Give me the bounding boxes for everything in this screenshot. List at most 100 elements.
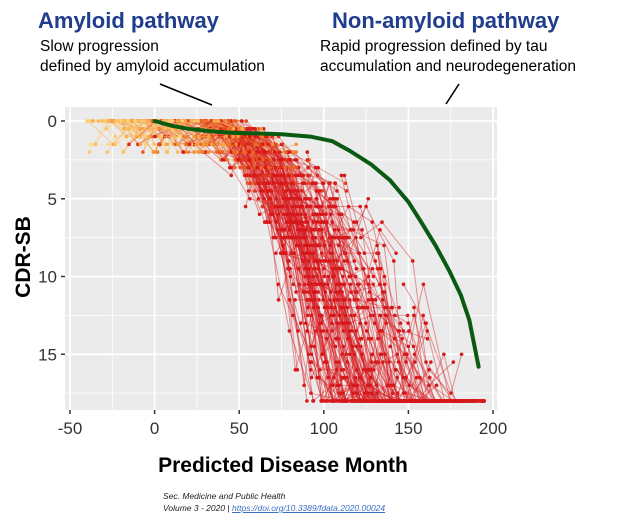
doi-link[interactable]: https://doi.org/10.3389/fdata.2020.00024 xyxy=(232,503,386,513)
trajectory-point xyxy=(287,212,291,217)
trajectory-point xyxy=(322,305,327,310)
trajectory-point xyxy=(304,251,308,255)
trajectory-point xyxy=(339,305,344,310)
trajectory-point xyxy=(372,368,376,372)
trajectory-point xyxy=(317,298,321,302)
trajectory-point xyxy=(336,282,341,287)
trajectory-point xyxy=(476,399,481,403)
trajectory-point xyxy=(324,259,328,263)
trajectory-point xyxy=(294,290,298,294)
trajectory-point xyxy=(380,220,384,224)
trajectory-point xyxy=(378,266,383,271)
trajectory-point xyxy=(151,150,156,154)
trajectory-point xyxy=(335,189,339,193)
trajectory-point xyxy=(326,274,331,279)
trajectory-point xyxy=(320,181,325,185)
trajectory-point xyxy=(316,165,320,170)
trajectory-line xyxy=(278,166,346,216)
trajectory-point xyxy=(113,142,118,147)
trajectory-point xyxy=(287,329,292,333)
trajectory-point xyxy=(455,399,459,403)
trajectory-point xyxy=(297,196,302,201)
y-tick-label: 10 xyxy=(38,268,57,287)
trajectory-point xyxy=(375,243,379,248)
trajectory-point xyxy=(332,228,337,232)
trajectory-point xyxy=(326,282,330,287)
trajectory-point xyxy=(295,189,300,193)
trajectory-point xyxy=(90,119,95,123)
trajectory-line xyxy=(344,175,454,402)
trajectory-point xyxy=(281,243,285,248)
trajectory-point xyxy=(283,158,288,162)
trajectory-point xyxy=(353,290,358,294)
trajectory-point xyxy=(105,150,110,154)
trajectory-point xyxy=(318,212,323,217)
y-tick-label: 15 xyxy=(38,345,57,364)
trajectory-point xyxy=(311,399,316,403)
trajectory-point xyxy=(251,150,256,154)
amyloid-pathway-description: Slow progression defined by amyloid accu… xyxy=(40,37,265,77)
trajectory-point xyxy=(388,344,393,349)
trajectory-point xyxy=(215,150,219,154)
trajectory-point xyxy=(305,158,310,162)
trajectory-point xyxy=(297,282,302,287)
trajectory-point xyxy=(392,399,396,403)
trajectory-line xyxy=(265,182,384,402)
trajectory-point xyxy=(294,142,299,147)
trajectory-point xyxy=(165,150,170,154)
trajectory-point xyxy=(334,290,338,294)
trajectory-point xyxy=(305,399,309,403)
trajectory-point xyxy=(309,375,314,380)
x-axis-title: Predicted Disease Month xyxy=(158,454,408,477)
trajectory-point xyxy=(229,173,234,178)
trajectory-point xyxy=(367,399,372,403)
trajectory-point xyxy=(345,305,349,310)
trajectory-point xyxy=(339,282,344,287)
trajectory-point xyxy=(344,352,349,357)
trajectory-line xyxy=(161,120,241,138)
trajectory-point xyxy=(287,298,292,302)
trajectory-point xyxy=(184,142,189,147)
trajectory-point xyxy=(256,196,261,201)
trajectory-point xyxy=(350,344,355,349)
trajectory-point xyxy=(246,165,251,170)
trajectory-point xyxy=(329,313,333,318)
trajectory-line xyxy=(262,206,384,402)
trajectory-point xyxy=(363,321,368,325)
citation-volume: Volume 3 - 2020 | xyxy=(163,503,230,513)
trajectory-point xyxy=(396,329,401,333)
trajectory-point xyxy=(380,329,384,333)
trajectory-point xyxy=(289,173,294,178)
trajectory-point xyxy=(253,134,257,139)
plot-panel xyxy=(65,107,497,410)
trajectory-point xyxy=(362,251,367,255)
trajectory-point xyxy=(243,150,248,154)
trajectory-point xyxy=(384,321,388,325)
trajectory-line xyxy=(241,144,316,262)
trajectory-point xyxy=(267,220,272,224)
trajectory-point xyxy=(425,399,430,403)
trajectory-point xyxy=(340,290,344,294)
trajectory-point xyxy=(113,134,118,139)
trajectory-point xyxy=(395,352,399,357)
trajectory-point xyxy=(326,305,330,310)
trajectory-point xyxy=(257,158,261,162)
trajectory-point xyxy=(352,298,357,302)
trajectory-point xyxy=(307,243,312,248)
trajectory-point xyxy=(333,305,337,310)
trajectory-point xyxy=(299,173,303,178)
trajectory-point xyxy=(254,150,258,154)
trajectory-point xyxy=(169,119,174,123)
trajectory-point xyxy=(314,329,318,333)
trajectory-point xyxy=(423,321,428,325)
trajectory-point xyxy=(316,305,321,310)
trajectory-point xyxy=(377,282,382,287)
trajectory-point xyxy=(125,119,130,123)
trajectory-point xyxy=(412,305,416,310)
trajectory-point xyxy=(306,298,310,302)
trajectory-line xyxy=(304,229,403,402)
trajectory-point xyxy=(198,150,202,154)
trajectory-point xyxy=(359,336,364,341)
trajectory-line xyxy=(106,120,235,153)
trajectory-point xyxy=(315,274,320,279)
